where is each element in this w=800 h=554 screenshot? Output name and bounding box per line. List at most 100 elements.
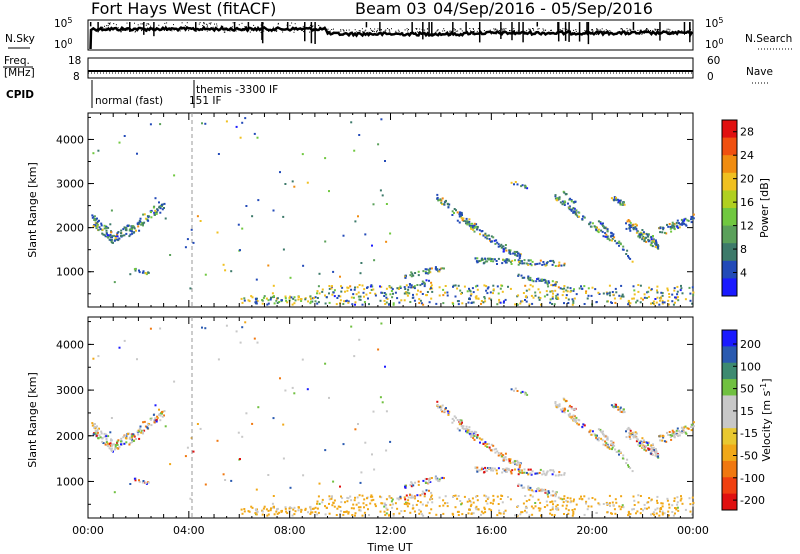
power-point <box>689 292 692 295</box>
velocity-point <box>163 410 166 413</box>
velocity-point <box>476 435 479 438</box>
velocity-point <box>583 424 586 427</box>
velocity-point <box>454 494 457 497</box>
velocity-point <box>430 491 433 494</box>
velocity-point <box>546 504 549 507</box>
power-point <box>645 236 648 239</box>
colorbar-swatch <box>722 477 737 495</box>
nsky-point <box>293 31 295 33</box>
nsky-point <box>559 29 561 31</box>
velocity-point <box>486 446 489 448</box>
velocity-point <box>666 499 669 502</box>
power-point <box>531 302 534 305</box>
nsky-point <box>591 29 593 31</box>
power-point <box>543 278 545 281</box>
velocity-point <box>578 423 580 426</box>
nsky-point <box>213 28 215 30</box>
velocity-point <box>426 501 429 504</box>
power-point <box>572 289 575 292</box>
nsky-point <box>257 26 259 28</box>
power-point <box>655 301 658 304</box>
velocity-point <box>146 427 149 430</box>
velocity-point <box>627 511 630 513</box>
power-point <box>122 228 125 231</box>
velocity-point <box>467 512 470 515</box>
velocity-point <box>513 461 516 464</box>
velocity-point <box>400 510 403 513</box>
power-point <box>587 294 590 297</box>
nsky-point <box>643 30 645 31</box>
power-point <box>659 231 662 234</box>
colorbar-tick-label: 4 <box>740 267 747 280</box>
power-point <box>146 219 149 222</box>
velocity-point <box>149 327 152 330</box>
power-point <box>471 287 474 290</box>
power-point <box>601 230 604 233</box>
power-point <box>520 300 523 303</box>
xtick-label: 00:00 <box>72 524 104 537</box>
velocity-point <box>388 496 391 499</box>
power-point <box>484 233 487 236</box>
power-point <box>385 203 388 205</box>
nsky-point <box>289 25 291 27</box>
power-point <box>501 284 504 287</box>
colorbar-swatch <box>722 460 737 478</box>
power-point <box>524 185 527 188</box>
power-point <box>619 242 622 245</box>
nsky-point <box>303 31 304 33</box>
velocity-point <box>431 497 434 500</box>
power-point <box>575 209 578 212</box>
velocity-point <box>476 434 479 436</box>
velocity-point <box>643 507 646 510</box>
nsky-point <box>206 24 208 26</box>
power-point <box>469 225 472 228</box>
power-point <box>398 286 401 289</box>
velocity-point <box>452 513 455 516</box>
nsky-point <box>512 33 514 35</box>
power-point <box>632 297 635 300</box>
velocity-point <box>651 449 654 452</box>
power-point <box>679 223 682 226</box>
nsky-point <box>627 29 629 31</box>
nsky-point <box>271 29 273 31</box>
nsky-point <box>650 30 651 31</box>
velocity-point <box>654 508 657 511</box>
power-point <box>354 303 356 306</box>
nsky-point <box>625 31 626 33</box>
velocity-point <box>255 488 258 491</box>
power-point <box>379 189 382 192</box>
velocity-point <box>342 443 345 446</box>
velocity-point <box>471 512 474 515</box>
velocity-point <box>352 503 355 506</box>
nsky-point <box>398 30 400 32</box>
nsky-point <box>140 23 142 25</box>
power-point <box>428 270 431 273</box>
power-point <box>660 291 663 294</box>
velocity-point <box>653 449 656 452</box>
velocity-point <box>132 433 135 436</box>
velocity-point <box>267 513 270 516</box>
velocity-point <box>531 470 534 473</box>
velocity-point <box>394 502 397 505</box>
velocity-point <box>487 442 490 445</box>
velocity-point <box>430 477 433 479</box>
power-point <box>351 303 354 306</box>
power-point <box>509 287 512 290</box>
power-point <box>141 221 143 224</box>
power-point <box>316 297 319 299</box>
velocity-point <box>619 410 622 413</box>
nsky-point <box>376 31 378 33</box>
nsky-point <box>681 30 683 32</box>
velocity-point <box>606 436 609 439</box>
power-point <box>417 270 420 273</box>
power-point <box>134 269 137 272</box>
power-point <box>131 230 133 233</box>
power-point <box>470 226 472 229</box>
velocity-point <box>286 512 289 515</box>
nsky-point <box>344 33 346 35</box>
velocity-point <box>691 423 694 426</box>
velocity-point <box>645 445 648 448</box>
power-point <box>159 123 162 126</box>
power-point <box>627 255 629 257</box>
